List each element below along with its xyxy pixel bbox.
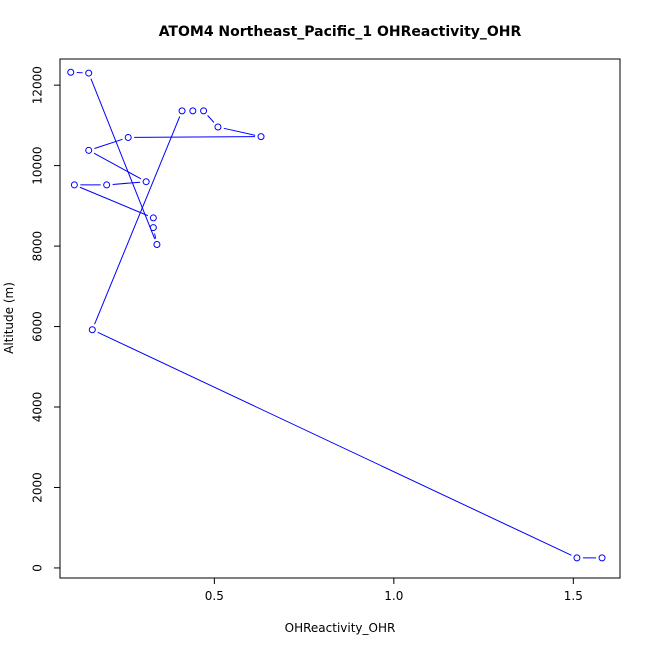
data-point — [178, 107, 186, 115]
y-tick-label: 2000 — [31, 472, 45, 503]
x-tick-label: 0.5 — [205, 589, 224, 603]
data-point — [70, 181, 78, 189]
data-point — [88, 326, 96, 334]
data-point — [85, 69, 93, 77]
y-tick-label: 4000 — [31, 392, 45, 423]
series-segment — [93, 152, 142, 180]
series-segment — [134, 136, 256, 138]
data-point — [142, 178, 150, 186]
y-tick-label: 8000 — [31, 231, 45, 262]
y-axis-label: Altitude (m) — [2, 282, 16, 354]
data-point — [85, 146, 93, 154]
data-point — [149, 214, 157, 222]
data-point — [103, 181, 111, 189]
data-point — [598, 554, 606, 562]
data-point — [189, 107, 197, 115]
plot-frame — [59, 58, 621, 579]
axis-layer: 0.5 1.0 1.5 0 2000 4000 6000 8000 10000 12000 — [31, 66, 583, 603]
x-tick-label: 1.0 — [384, 589, 403, 603]
y-tick-label: 6000 — [31, 311, 45, 342]
data-point — [573, 554, 581, 562]
series-segment — [154, 233, 157, 239]
data-point — [124, 133, 132, 141]
series-segment — [97, 331, 572, 556]
series-segment — [79, 186, 148, 217]
data-point — [200, 107, 208, 115]
series-segment — [223, 127, 256, 136]
x-tick-label: 1.5 — [564, 589, 583, 603]
series-segment — [112, 181, 141, 185]
series-segment — [94, 138, 123, 149]
data-point — [257, 133, 265, 141]
data-layer — [67, 68, 606, 562]
y-tick-label: 12000 — [31, 66, 45, 104]
data-point — [214, 123, 222, 131]
chart-title: ATOM4 Northeast_Pacific_1 OHReactivity_O… — [159, 24, 522, 40]
data-point — [67, 68, 75, 76]
series-segment — [207, 115, 215, 123]
data-point — [153, 240, 161, 248]
y-tick-label: 10000 — [31, 147, 45, 185]
series-segment — [90, 78, 156, 240]
x-axis-label: OHReactivity_OHR — [285, 621, 396, 635]
y-tick-label: 0 — [31, 564, 45, 572]
data-point — [149, 224, 157, 232]
series-segment — [94, 116, 181, 325]
